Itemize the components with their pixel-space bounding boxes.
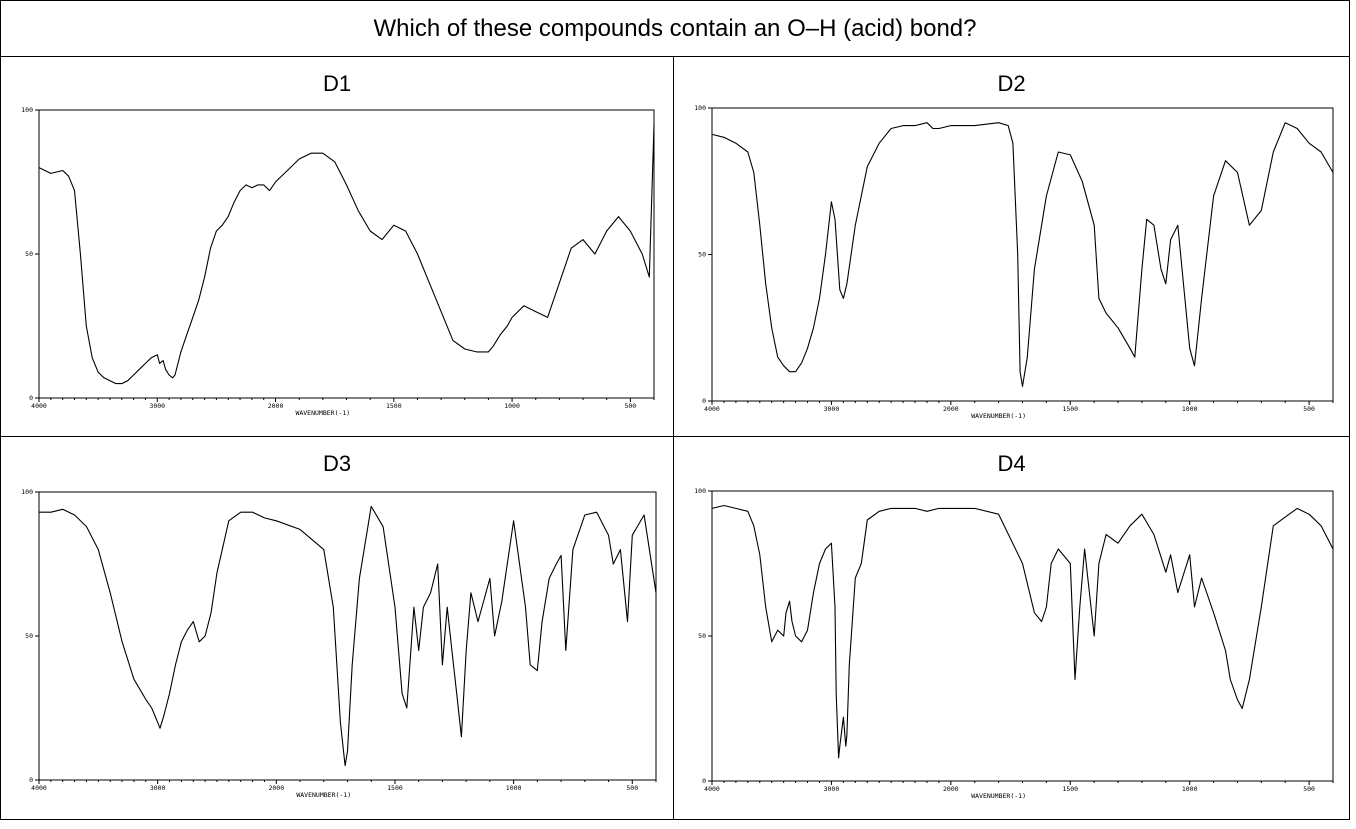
panel-title-d1: D1 bbox=[322, 71, 352, 96]
x-tick-label: 2000 bbox=[268, 784, 284, 792]
x-tick-label: 1500 bbox=[1062, 405, 1078, 413]
y-tick-label: 0 bbox=[702, 397, 706, 405]
x-tick-label: 1500 bbox=[387, 784, 403, 792]
x-tick-label: 4000 bbox=[704, 785, 720, 793]
y-tick-label: 100 bbox=[694, 104, 706, 112]
x-tick-label: 2000 bbox=[268, 402, 284, 410]
y-tick-label: 50 bbox=[698, 632, 706, 640]
x-tick-label: 1000 bbox=[504, 402, 520, 410]
x-tick-label: 2000 bbox=[943, 405, 959, 413]
x-tick-label: 500 bbox=[626, 784, 638, 792]
panel-title-d3: D3 bbox=[322, 451, 352, 476]
panel-title-d4: D4 bbox=[997, 451, 1026, 476]
spectrum-trace bbox=[39, 505, 657, 767]
x-tick-label: 1000 bbox=[1182, 405, 1198, 413]
question-text: Which of these compounds contain an O–H … bbox=[373, 15, 977, 42]
ir-spectrum-chart-d4: 4000 3000 2000 1500 1000 500100500WAVENUMBER(… bbox=[694, 487, 1334, 800]
x-axis-title: WAVENUMBER(-1) bbox=[971, 792, 1026, 800]
x-tick-label: 2000 bbox=[943, 785, 959, 793]
x-tick-label: 4000 bbox=[31, 402, 47, 410]
y-tick-label: 0 bbox=[29, 394, 33, 402]
y-tick-label: 0 bbox=[702, 777, 706, 785]
plot-frame bbox=[38, 109, 655, 399]
y-tick-label: 0 bbox=[29, 776, 33, 784]
x-tick-label: 3000 bbox=[824, 785, 840, 793]
y-tick-label: 50 bbox=[698, 251, 706, 259]
spectrum-trace bbox=[38, 124, 655, 385]
spectrum-trace bbox=[711, 504, 1334, 759]
x-tick-label: 1500 bbox=[1062, 785, 1078, 793]
x-axis-title: WAVENUMBER(-1) bbox=[295, 409, 350, 417]
x-tick-label: 3000 bbox=[824, 405, 840, 413]
y-tick-label: 100 bbox=[694, 487, 706, 495]
x-axis-title: WAVENUMBER(-1) bbox=[971, 412, 1026, 420]
y-tick-label: 50 bbox=[25, 632, 33, 640]
panel-title-d2: D2 bbox=[997, 71, 1026, 96]
plot-frame bbox=[38, 491, 657, 781]
ir-spectrum-chart-d2: 4000 3000 2000 1500 1000 500100500WAVENUMBER(… bbox=[694, 104, 1334, 420]
x-tick-label: 500 bbox=[1303, 405, 1315, 413]
x-tick-label: 4000 bbox=[31, 784, 47, 792]
y-tick-label: 100 bbox=[21, 488, 33, 496]
x-tick-label: 3000 bbox=[149, 402, 165, 410]
x-axis-title: WAVENUMBER(-1) bbox=[296, 791, 351, 799]
spectrum-panel-d2: D2 4000 3000 2000 1500 1000 500 100 50 0 WAVENUMB… bbox=[673, 56, 1350, 437]
x-tick-label: 500 bbox=[624, 402, 636, 410]
question-header: Which of these compounds contain an O–H … bbox=[0, 0, 1350, 57]
ir-spectrum-chart-d3: 4000 3000 2000 1500 1000 500100500WAVENUMBER(… bbox=[21, 488, 657, 799]
spectrum-trace bbox=[711, 122, 1334, 387]
ir-spectrum-chart-d1: 4000 3000 2000 1500 1000 500100500WAVENUMBER(… bbox=[21, 106, 655, 417]
spectrum-panel-d4: D4 4000 3000 2000 1500 1000 500 100 50 0 WAVENUMB… bbox=[673, 436, 1350, 820]
y-tick-label: 100 bbox=[21, 106, 33, 114]
x-tick-label: 3000 bbox=[150, 784, 166, 792]
x-tick-label: 500 bbox=[1303, 785, 1315, 793]
x-tick-label: 1000 bbox=[1182, 785, 1198, 793]
y-tick-label: 50 bbox=[25, 250, 33, 258]
x-tick-label: 4000 bbox=[704, 405, 720, 413]
x-tick-label: 1000 bbox=[506, 784, 522, 792]
spectrum-panel-d1: D1 4000 3000 2000 1500 1000 500 100 50 0 WAVENUMB… bbox=[0, 56, 674, 437]
plot-frame bbox=[711, 107, 1334, 402]
x-tick-label: 1500 bbox=[386, 402, 402, 410]
spectrum-panel-d3: D3 4000 3000 2000 1500 1000 500 100 50 0 WAVENUMB… bbox=[0, 436, 674, 820]
